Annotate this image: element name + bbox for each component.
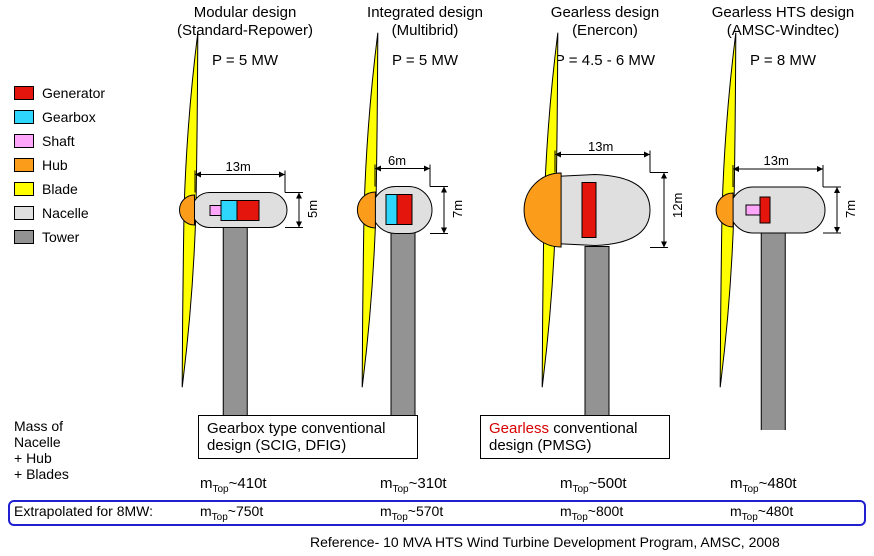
dim-length: [733, 165, 823, 187]
nacelle: [554, 175, 650, 246]
legend-swatch: [14, 158, 34, 172]
mtop-extrapolated: mTop~480t: [730, 503, 793, 523]
blade: [182, 209, 196, 387]
legend-label: Hub: [42, 157, 68, 173]
mtop-value: mTop~310t: [380, 475, 447, 495]
mass-l1: Mass of: [14, 418, 69, 434]
dim-height-label: 5m: [305, 200, 320, 218]
nacelle: [730, 187, 825, 233]
generator: [397, 195, 412, 225]
dim-length: [195, 171, 285, 193]
turbine-title: Modular design: [160, 4, 330, 21]
mtop-extrapolated: mTop~750t: [200, 503, 263, 523]
dim-length-label: 13m: [764, 153, 789, 168]
dim-height-label: 12m: [670, 193, 685, 218]
legend-label: Blade: [42, 181, 78, 197]
gearbox: [386, 195, 397, 225]
legend-label: Generator: [42, 85, 105, 101]
extrapolated-label: Extrapolated for 8MW:: [14, 503, 153, 519]
turbine-diagram: [698, 30, 868, 430]
dim-height: [650, 173, 668, 248]
legend-row: Tower: [14, 229, 105, 245]
reference-text: Reference- 10 MVA HTS Wind Turbine Devel…: [310, 534, 780, 550]
dim-height: [823, 187, 841, 233]
legend-row: Shaft: [14, 133, 105, 149]
legend-swatch: [14, 86, 34, 100]
generator: [582, 183, 596, 238]
dim-height: [285, 193, 303, 228]
legend-label: Shaft: [42, 133, 75, 149]
legend: Generator Gearbox Shaft Hub Blade Nacelle Towe…: [14, 85, 105, 253]
dim-length-label: 6m: [388, 153, 406, 168]
legend-swatch: [14, 182, 34, 196]
legend-row: Nacelle: [14, 205, 105, 221]
tower: [761, 232, 785, 430]
mtop-value: mTop~500t: [560, 475, 627, 495]
dim-length-label: 13m: [588, 139, 613, 154]
blade: [364, 33, 378, 211]
mass-l4: + Blades: [14, 466, 69, 482]
dim-length: [375, 165, 430, 187]
dim-height-label: 7m: [450, 200, 465, 218]
mass-caption: Mass of Nacelle + Hub + Blades: [14, 418, 69, 482]
turbine-diagram: [520, 30, 690, 430]
mtop-extrapolated: mTop~570t: [380, 503, 443, 523]
legend-row: Generator: [14, 85, 105, 101]
annot1-text: Gearbox type conventional design (SCIG, …: [207, 420, 385, 454]
tower: [391, 233, 415, 431]
generator: [760, 197, 770, 223]
dim-length: [555, 151, 650, 173]
dim-length-label: 13m: [226, 159, 251, 174]
turbine-title: Integrated design: [340, 4, 510, 21]
tower: [223, 227, 247, 431]
legend-label: Tower: [42, 229, 79, 245]
generator: [237, 201, 259, 221]
legend-swatch: [14, 206, 34, 220]
mtop-extrapolated: mTop~800t: [560, 503, 623, 523]
hub: [524, 173, 561, 247]
turbine-diagram: [340, 30, 510, 430]
gearbox: [221, 201, 237, 221]
legend-row: Hub: [14, 157, 105, 173]
blade: [362, 209, 376, 387]
mass-l2: Nacelle: [14, 434, 69, 450]
legend-swatch: [14, 230, 34, 244]
turbine-title: Gearless design: [520, 4, 690, 21]
shaft: [210, 206, 221, 216]
turbine-diagram: [160, 30, 330, 430]
hub: [357, 192, 375, 228]
dim-height-label: 7m: [843, 200, 858, 218]
hub: [716, 193, 733, 227]
annotation-gearbox: Gearbox type conventional design (SCIG, …: [198, 415, 418, 459]
legend-swatch: [14, 134, 34, 148]
legend-row: Blade: [14, 181, 105, 197]
blade: [184, 33, 198, 211]
legend-label: Gearbox: [42, 109, 96, 125]
legend-row: Gearbox: [14, 109, 105, 125]
turbine-title: Gearless HTS design: [698, 4, 868, 21]
mtop-value: mTop~480t: [730, 475, 797, 495]
legend-swatch: [14, 110, 34, 124]
mass-l3: + Hub: [14, 450, 69, 466]
blade: [720, 209, 734, 387]
mtop-value: mTop~410t: [200, 475, 267, 495]
annotation-gearless: Gearless conventional design (PMSG): [480, 415, 670, 459]
legend-label: Nacelle: [42, 205, 89, 221]
dim-height: [430, 187, 448, 234]
tower: [585, 247, 609, 431]
hub: [180, 195, 195, 225]
annot2-hl: Gearless: [489, 420, 549, 437]
blade: [722, 33, 736, 211]
